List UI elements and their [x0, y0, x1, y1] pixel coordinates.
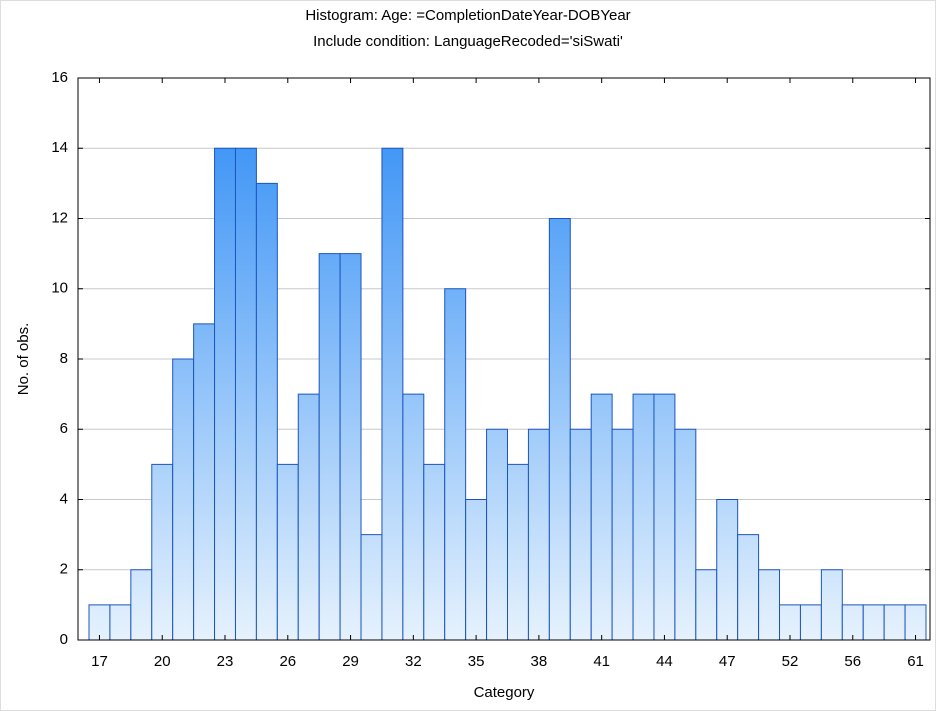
bar — [820, 569, 843, 641]
x-tick-label: 56 — [844, 653, 861, 670]
bar — [841, 604, 864, 641]
y-tick-label: 0 — [60, 631, 68, 648]
y-tick-label: 10 — [51, 280, 68, 297]
bar — [737, 534, 760, 641]
x-tick-label: 47 — [719, 653, 736, 670]
bar — [862, 604, 885, 641]
x-tick-label: 38 — [531, 653, 548, 670]
bar — [444, 288, 467, 641]
bar — [339, 253, 362, 641]
plot-frame — [77, 77, 931, 641]
bar — [109, 604, 132, 641]
y-tick-label: 14 — [51, 139, 68, 156]
x-tick-label: 41 — [593, 653, 610, 670]
bar — [569, 428, 592, 641]
y-tick-label: 6 — [60, 420, 68, 437]
bar — [799, 604, 822, 641]
bar — [297, 393, 320, 641]
y-tick-label: 2 — [60, 561, 68, 578]
bar — [465, 499, 488, 641]
bar — [234, 147, 257, 641]
y-tick-label: 8 — [60, 350, 68, 367]
bar — [255, 182, 278, 641]
x-tick-label: 32 — [405, 653, 422, 670]
y-tick-label: 4 — [60, 490, 68, 507]
chart-title: Histogram: Age: =CompletionDateYear-DOBY… — [305, 7, 630, 24]
chart-subtitle: Include condition: LanguageRecoded='siSw… — [313, 33, 623, 50]
bar — [172, 358, 195, 641]
bar — [674, 428, 697, 641]
bar — [360, 534, 383, 641]
bar — [548, 218, 571, 641]
x-tick-label: 23 — [217, 653, 234, 670]
x-tick-label: 61 — [907, 653, 924, 670]
x-tick-label: 52 — [782, 653, 799, 670]
bar — [276, 463, 299, 641]
bar — [402, 393, 425, 641]
bar — [611, 428, 634, 641]
bar — [151, 463, 174, 641]
x-tick-label: 17 — [91, 653, 108, 670]
bar — [193, 323, 216, 641]
y-tick-label: 12 — [51, 209, 68, 226]
x-tick-label: 35 — [468, 653, 485, 670]
x-tick-label: 29 — [342, 653, 359, 670]
bar — [883, 604, 906, 641]
bar — [214, 147, 236, 641]
x-tick-label: 44 — [656, 653, 673, 670]
bar — [381, 147, 404, 641]
y-axis-label: No. of obs. — [15, 323, 32, 396]
bar — [318, 253, 341, 641]
bar — [88, 604, 111, 641]
x-tick-label: 20 — [154, 653, 171, 670]
bar — [758, 569, 781, 641]
bar — [695, 569, 718, 641]
bar — [486, 428, 509, 641]
bar — [653, 393, 676, 641]
bar — [904, 604, 927, 641]
x-axis-label: Category — [474, 684, 535, 701]
bar — [779, 604, 801, 641]
bar — [423, 463, 446, 641]
bar — [507, 463, 529, 641]
bar — [632, 393, 655, 641]
bar — [716, 499, 739, 641]
x-tick-label: 26 — [279, 653, 296, 670]
bar — [527, 428, 550, 641]
y-tick-label: 16 — [51, 69, 68, 86]
bar — [130, 569, 153, 641]
bar — [590, 393, 613, 641]
